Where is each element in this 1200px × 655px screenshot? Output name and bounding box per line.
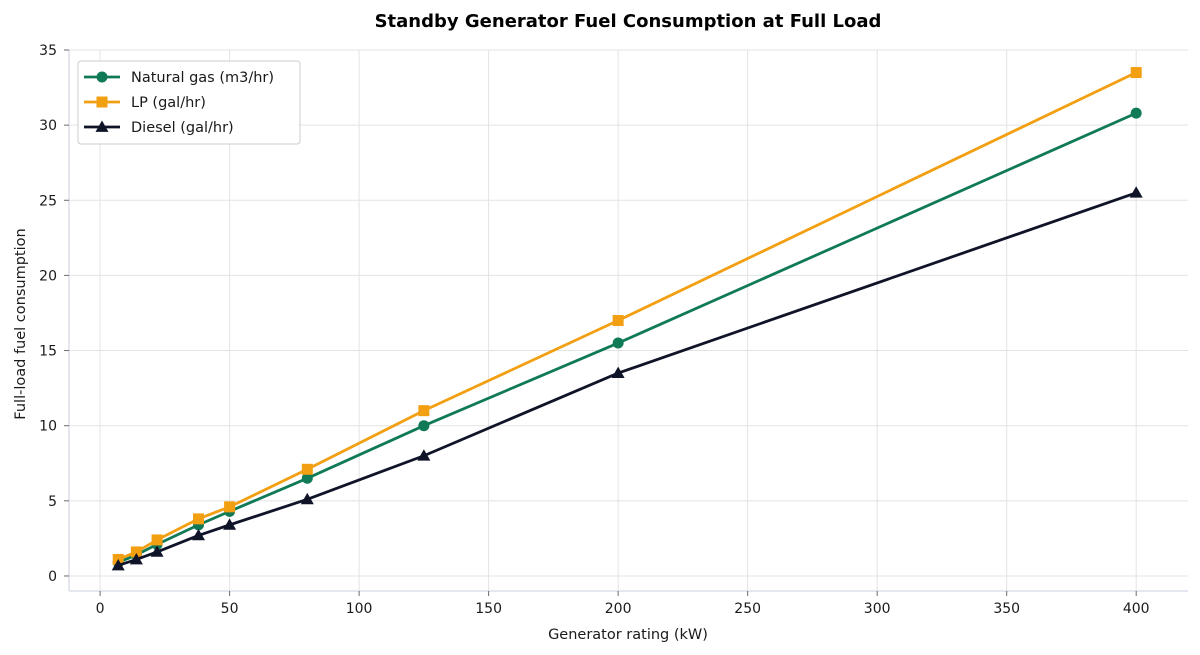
legend-label: LP (gal/hr): [131, 95, 206, 111]
data-point: [611, 366, 625, 378]
legend-label: Diesel (gal/hr): [131, 120, 234, 136]
data-point: [301, 472, 313, 484]
y-tick-label: 0: [48, 569, 57, 585]
data-point: [129, 552, 143, 565]
x-axis-ticks: 0 50 100 150 200 250 300 350 400: [96, 591, 1150, 617]
data-point: [150, 545, 164, 557]
y-axis-label: Full-load fuel consumption: [13, 228, 29, 419]
data-point: [151, 534, 163, 546]
y-tick-label: 35: [39, 43, 57, 59]
data-point: [418, 420, 430, 432]
y-tick-label: 15: [39, 344, 57, 360]
y-tick-label: 30: [39, 118, 57, 134]
data-point: [1129, 186, 1143, 198]
data-point: [1130, 67, 1142, 79]
y-tick-label: 5: [48, 494, 57, 510]
data-point: [193, 513, 205, 525]
legend-box: [77, 60, 301, 145]
data-point: [300, 492, 314, 505]
series-line: [117, 191, 1137, 567]
legend-marker: [96, 71, 108, 83]
legend-item: Natural gas (m3/hr): [84, 70, 274, 86]
legend-marker: [96, 96, 108, 108]
legend-item: Diesel (gal/hr): [84, 120, 234, 136]
x-tick-label: 350: [993, 601, 1020, 617]
data-point: [612, 337, 624, 349]
x-tick-label: 150: [475, 601, 502, 617]
y-tick-label: 10: [39, 419, 57, 435]
data-point: [192, 528, 206, 541]
data-point: [223, 518, 237, 530]
data-point: [111, 558, 125, 571]
legend-item: LP (gal/hr): [84, 95, 206, 111]
data-point: [1130, 107, 1142, 119]
x-tick-label: 250: [734, 601, 761, 617]
x-tick-label: 100: [346, 601, 373, 617]
y-tick-label: 25: [39, 193, 57, 209]
data-point: [418, 405, 430, 417]
legend-marker: [95, 120, 109, 132]
x-tick-label: 50: [221, 601, 239, 617]
x-tick-label: 400: [1123, 601, 1150, 617]
data-point: [224, 501, 236, 513]
x-tick-label: 300: [864, 601, 891, 617]
series-layer: [111, 67, 1143, 571]
data-point: [301, 463, 313, 475]
x-tick-label: 0: [96, 601, 105, 617]
series-natural-gas-m3-hr: [112, 107, 1142, 568]
y-axis-ticks: 0 5 10 15 20 25 30 35: [39, 43, 69, 585]
x-tick-label: 200: [605, 601, 632, 617]
legend: Natural gas (m3/hr) LP (gal/hr) Diesel (ga…: [77, 60, 301, 145]
series-line: [117, 71, 1137, 561]
data-point: [612, 315, 624, 326]
y-tick-label: 20: [39, 268, 57, 284]
series-lp-gal-hr: [112, 67, 1142, 565]
x-axis-label: Generator rating (kW): [548, 627, 708, 643]
series-line: [117, 111, 1137, 564]
data-point: [130, 546, 142, 558]
legend-label: Natural gas (m3/hr): [131, 70, 274, 86]
series-diesel-gal-hr: [111, 186, 1143, 571]
chart-title: Standby Generator Fuel Consumption at Fu…: [375, 11, 882, 32]
data-point: [417, 449, 431, 461]
